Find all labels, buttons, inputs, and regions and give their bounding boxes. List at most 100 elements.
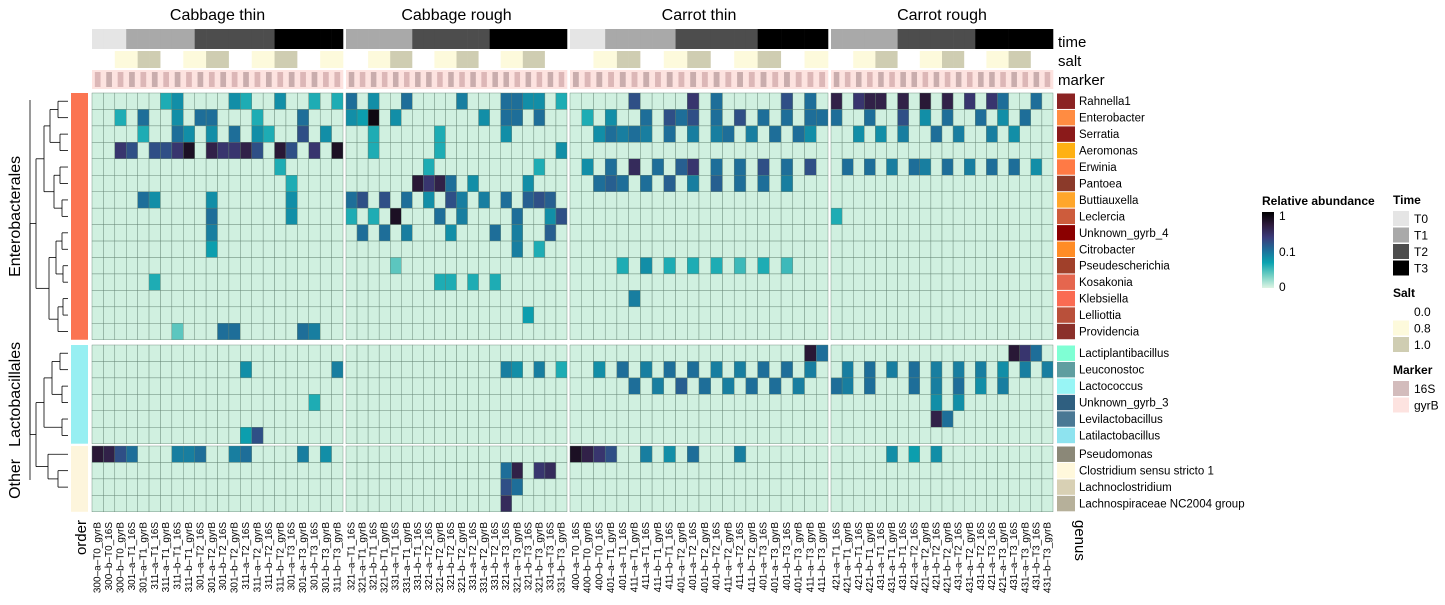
heatmap-cell: [986, 306, 998, 324]
heatmap-cell: [841, 191, 854, 209]
marker-annotation-cell: [381, 72, 388, 87]
heatmap-cell: [841, 175, 854, 192]
heatmap-cell: [997, 323, 1009, 340]
heatmap-cell: [423, 394, 435, 412]
heatmap-cell: [445, 344, 457, 362]
heatmap-cell: [733, 306, 747, 324]
heatmap-cell: [390, 445, 402, 463]
time-annotation-cell: [171, 29, 184, 49]
heatmap-cell: [569, 445, 582, 463]
heatmap-cell: [952, 410, 965, 428]
heatmap-cell: [297, 240, 309, 258]
heatmap-cell: [378, 290, 391, 308]
heatmap-cell: [941, 191, 954, 209]
salt-annotation-cell: [92, 51, 104, 68]
heatmap-cell: [792, 394, 805, 412]
salt-annotation-cell: [511, 51, 524, 68]
heatmap-cell: [1041, 394, 1054, 412]
time-annotation-cell: [581, 29, 594, 49]
heatmap-cell: [930, 445, 943, 463]
heatmap-cell: [308, 290, 321, 308]
heatmap-cell: [722, 394, 735, 412]
heatmap-cell: [875, 478, 887, 496]
heatmap-cell: [240, 361, 252, 379]
heatmap-cell: [160, 323, 173, 340]
heatmap-cell: [555, 478, 568, 496]
heatmap-cell: [745, 495, 758, 513]
heatmap-cell: [804, 191, 817, 209]
heatmap-cell: [331, 125, 344, 143]
heatmap-cell: [853, 394, 865, 412]
heatmap-cell: [1008, 142, 1020, 160]
heatmap-cell: [616, 125, 629, 143]
heatmap-cell: [319, 323, 332, 340]
heatmap-cell: [581, 175, 594, 192]
heatmap-cell: [986, 462, 998, 480]
heatmap-cell: [733, 224, 747, 242]
heatmap-cell: [698, 306, 711, 324]
genus-swatch: [1057, 446, 1075, 462]
heatmap-cell: [511, 445, 524, 463]
heatmap-cell: [640, 290, 653, 308]
heatmap-cell: [274, 257, 287, 275]
heatmap-cell: [367, 158, 380, 176]
heatmap-cell: [663, 158, 676, 176]
marker-annotation-cell: [514, 72, 521, 87]
heatmap-cell: [593, 142, 606, 160]
heatmap-cell: [285, 240, 298, 258]
heatmap-cell: [769, 394, 782, 412]
heatmap-cell: [628, 273, 641, 291]
heatmap-cell: [769, 240, 782, 258]
heatmap-cell: [780, 92, 794, 110]
salt-annotation-cell: [816, 51, 829, 68]
heatmap-cell: [964, 273, 976, 291]
heatmap-cell: [240, 462, 252, 480]
heatmap-cell: [308, 323, 321, 340]
heatmap-cell: [864, 377, 876, 395]
salt-annotation-cell: [194, 51, 207, 68]
heatmap-cell: [886, 207, 898, 225]
heatmap-cell: [722, 427, 735, 444]
heatmap-cell: [160, 158, 173, 176]
heatmap-cell: [745, 109, 758, 127]
heatmap-cell: [780, 125, 794, 143]
heatmap-cell: [91, 257, 104, 275]
heatmap-cell: [555, 306, 568, 324]
heatmap-cell: [126, 445, 138, 463]
heatmap-cell: [274, 224, 287, 242]
heatmap-cell: [769, 495, 782, 513]
heatmap-cell: [792, 323, 805, 340]
heatmap-cell: [569, 191, 582, 209]
heatmap-cell: [308, 142, 321, 160]
heatmap-cell: [511, 306, 524, 324]
heatmap-cell: [319, 158, 332, 176]
time-legend-label: T0: [1414, 212, 1428, 226]
heatmap-cell: [555, 142, 568, 160]
heatmap-cell: [401, 361, 413, 379]
heatmap-cell: [423, 495, 435, 513]
heatmap-cell: [804, 410, 817, 428]
heatmap-cell: [194, 427, 207, 444]
heatmap-cell: [804, 377, 817, 395]
heatmap-cell: [780, 445, 794, 463]
heatmap-cell: [897, 240, 909, 258]
heatmap-cell: [964, 175, 976, 192]
heatmap-cell: [941, 344, 954, 362]
heatmap-cell: [297, 191, 309, 209]
heatmap-cell: [930, 478, 943, 496]
heatmap-cell: [640, 191, 653, 209]
genus-label: Buttiauxella: [1079, 195, 1139, 207]
heatmap-cell: [897, 207, 909, 225]
salt-annotation-cell: [663, 51, 676, 68]
heatmap-cell: [478, 125, 490, 143]
heatmap-cell: [710, 273, 723, 291]
heatmap-cell: [160, 224, 173, 242]
heatmap-cell: [285, 273, 298, 291]
heatmap-cell: [228, 410, 241, 428]
colorbar: [1262, 212, 1274, 288]
heatmap-cell: [467, 191, 479, 209]
heatmap-cell: [297, 361, 309, 379]
salt-annotation-cell: [412, 51, 424, 68]
heatmap-cell: [816, 462, 829, 480]
heatmap-cell: [319, 361, 332, 379]
